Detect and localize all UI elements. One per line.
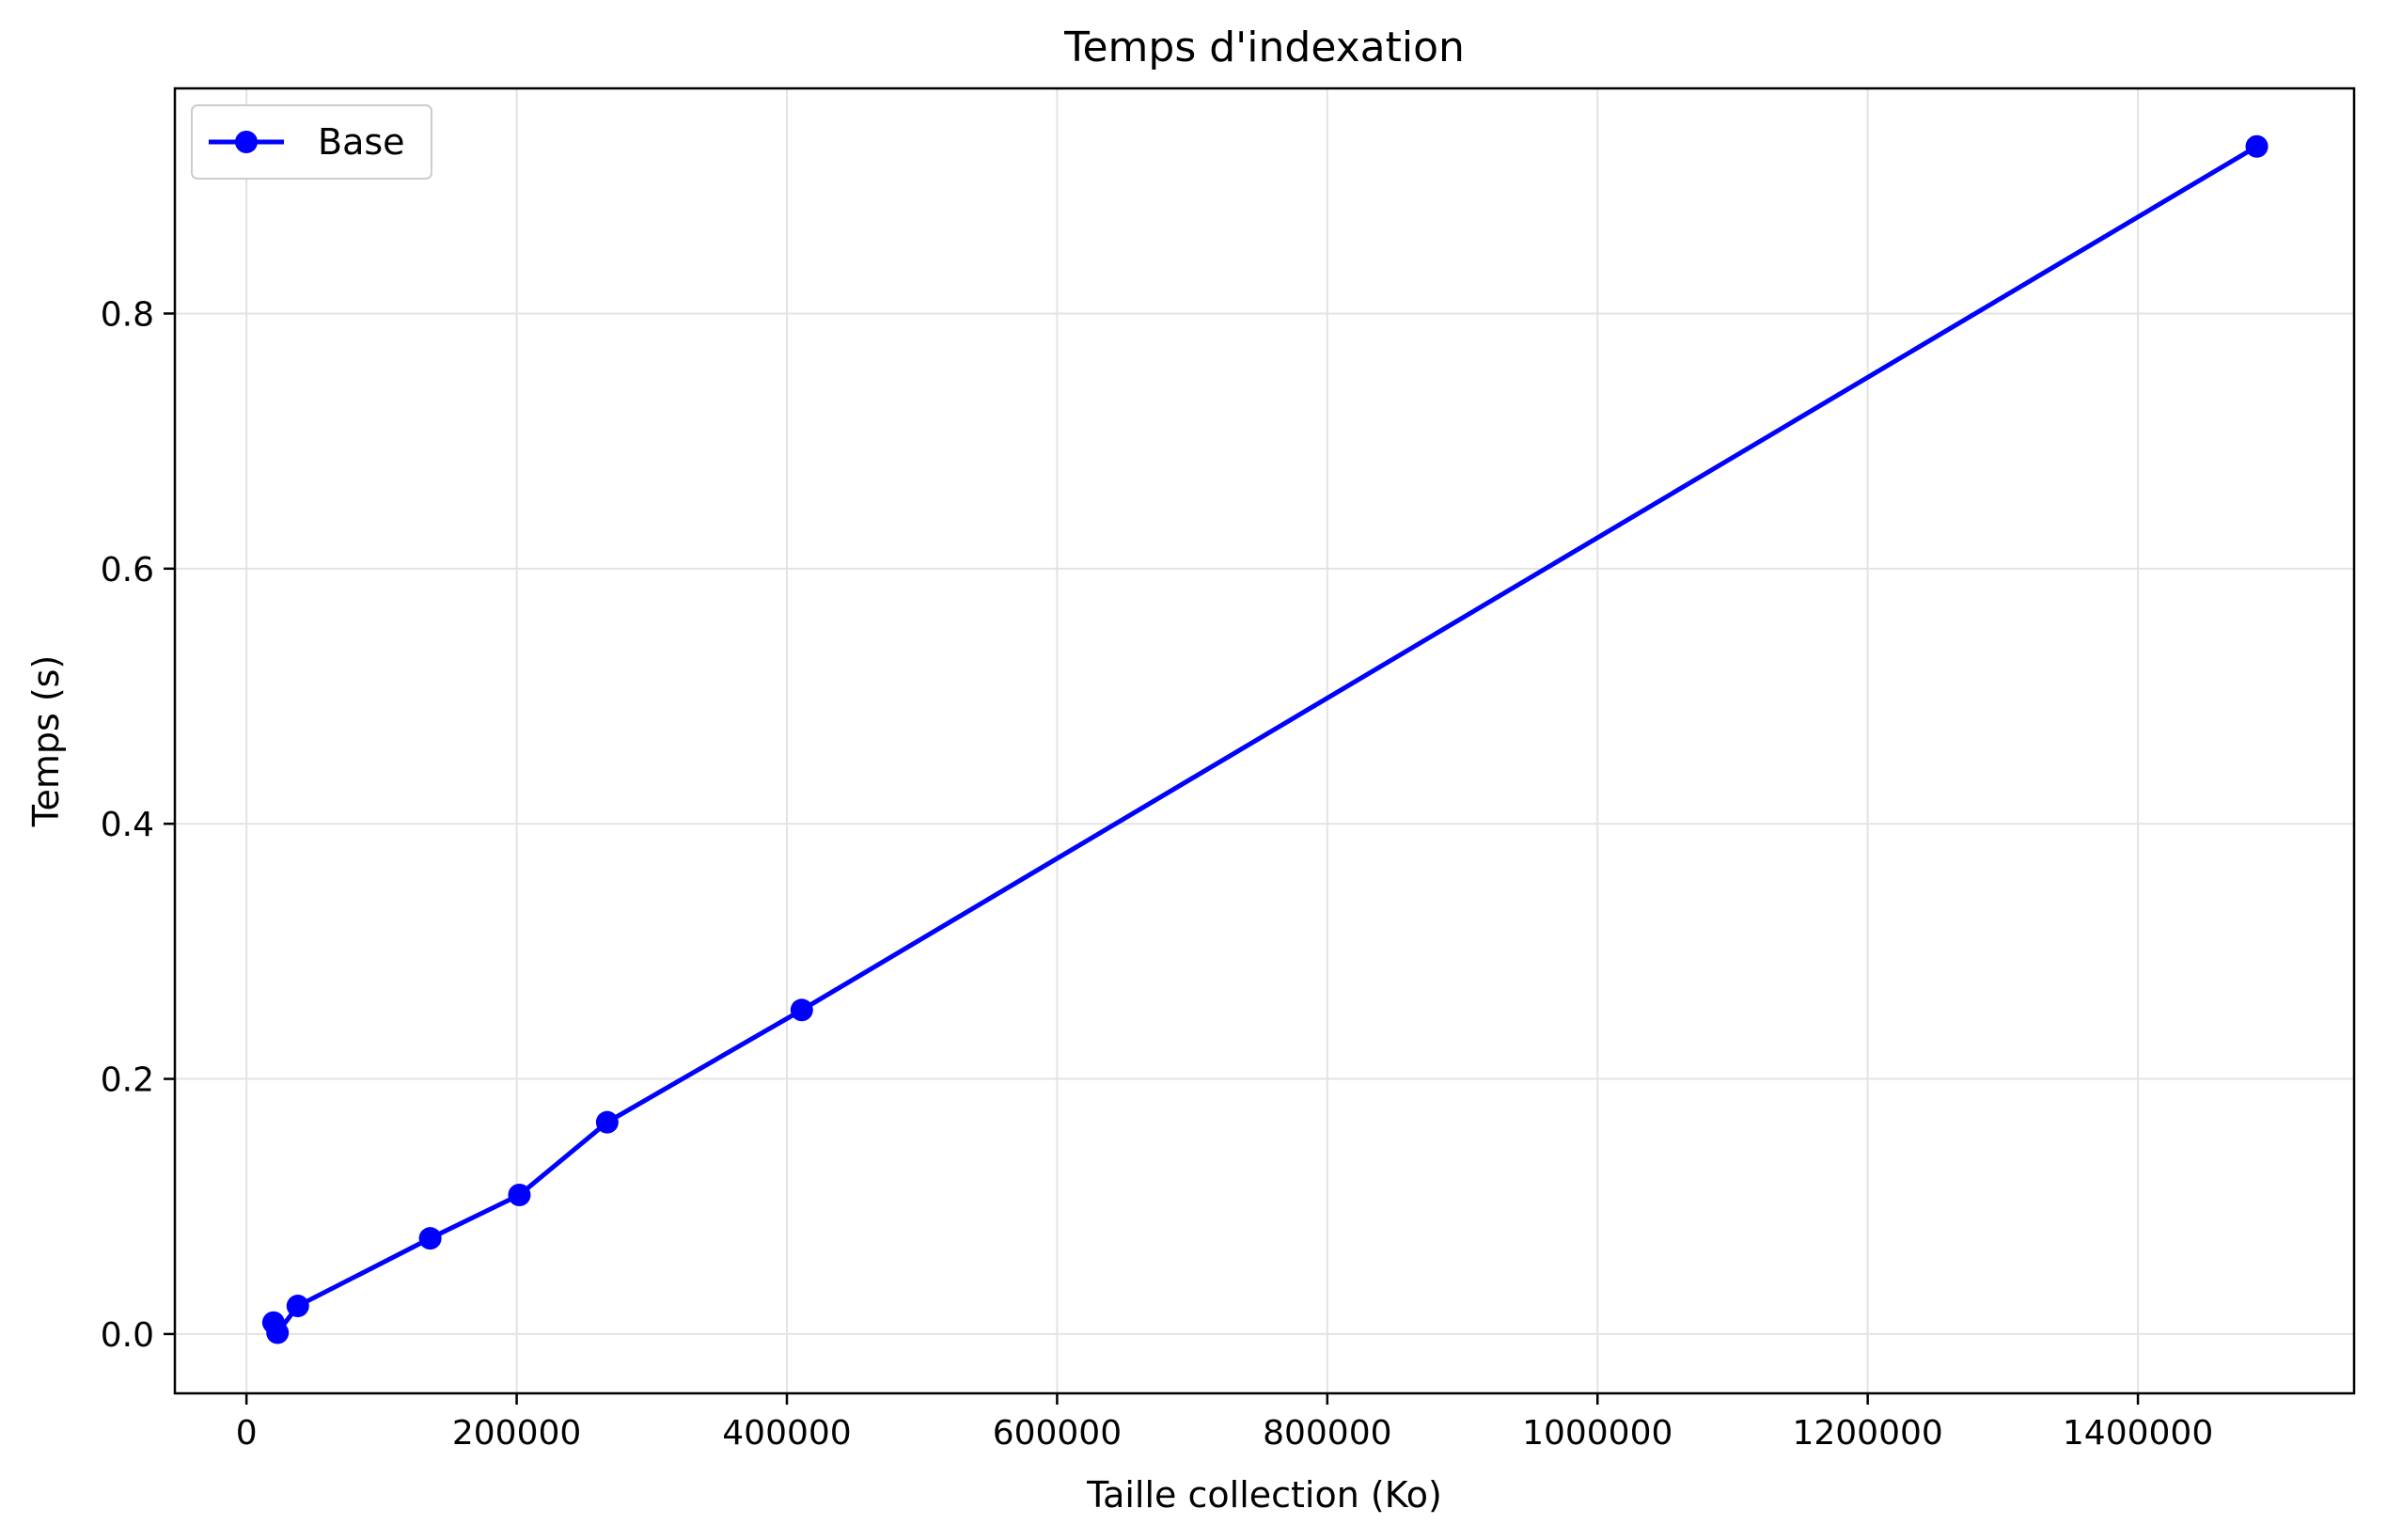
data-point (595, 1110, 619, 1134)
x-tick-label: 0 (236, 1414, 258, 1453)
plot-frame (173, 86, 2356, 1395)
legend-marker-swatch (235, 131, 258, 153)
legend-box (191, 104, 432, 180)
data-point (2245, 134, 2269, 158)
x-tick-label: 1000000 (1522, 1414, 1672, 1453)
y-tick-label: 0.4 (101, 806, 154, 844)
x-tick-label: 1400000 (2063, 1414, 2213, 1453)
x-tick-label: 800000 (1263, 1414, 1391, 1453)
x-axis-label: Taille collection (Ko) (1086, 1474, 1442, 1516)
y-tick-label: 0.8 (101, 295, 154, 334)
data-point (266, 1321, 290, 1344)
x-tick-label: 600000 (993, 1414, 1122, 1453)
data-point (418, 1227, 442, 1250)
x-tick-label: 200000 (452, 1414, 581, 1453)
y-tick-label: 0.2 (101, 1061, 154, 1100)
series-line-base (271, 144, 2258, 1336)
data-point (286, 1295, 309, 1318)
y-axis-label: Temps (s) (25, 655, 67, 828)
x-tick-label: 1200000 (1792, 1414, 1942, 1453)
chart-title: Temps d'indexation (1063, 24, 1465, 71)
legend: Base (191, 104, 432, 180)
series-layer (261, 134, 2269, 1344)
data-point (508, 1184, 531, 1207)
y-tick-label: 0.0 (101, 1316, 154, 1355)
x-tick-label: 400000 (722, 1414, 851, 1453)
tick-layer: 0 200000 400000 600000 800000 1000000 1200000 1… (101, 295, 2214, 1453)
data-point (790, 998, 813, 1022)
y-tick-label: 0.6 (101, 551, 154, 589)
grid-lines (175, 88, 2354, 1393)
legend-label-base: Base (318, 121, 405, 163)
